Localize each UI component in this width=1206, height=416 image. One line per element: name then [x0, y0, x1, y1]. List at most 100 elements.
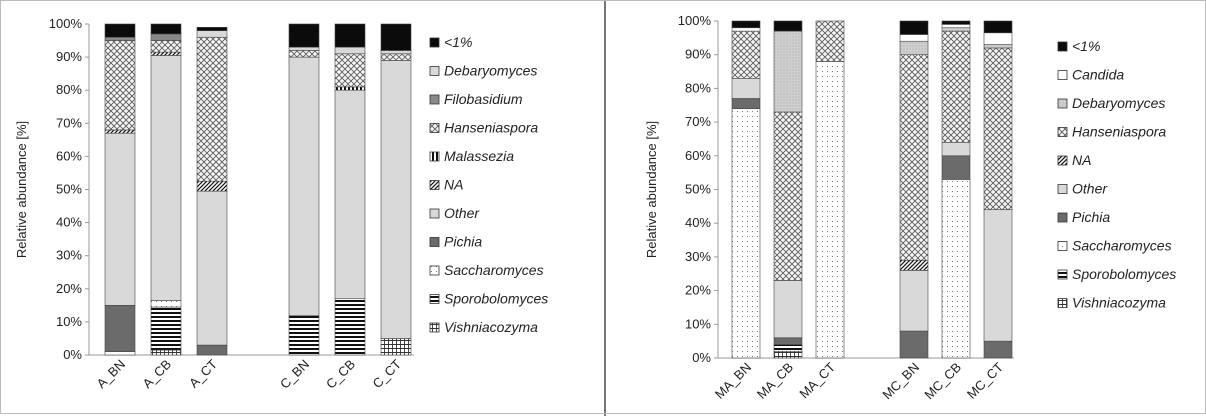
bar-segment-pichia-mc-cb: [941, 155, 971, 180]
y-tick-label: 60%: [685, 148, 711, 163]
legend-swatch-hanseniaspora: [1057, 127, 1068, 137]
y-tick-label: 20%: [56, 281, 82, 296]
bar-segment-na-a-ct: [196, 180, 228, 192]
bar-segment-hanseniaspora-c-ct: [380, 53, 412, 61]
bar-segment-lt1pct-c-bn: [288, 23, 320, 48]
bar-segment-candida-mc-ct: [983, 32, 1013, 45]
y-tick-label: 100%: [678, 13, 712, 28]
bar-segment-vishniacozyma-a-cb: [150, 349, 182, 356]
bar-segment-debaryomyces-c-bn: [288, 46, 320, 51]
bar-segment-pichia-a-ct: [196, 344, 228, 356]
x-tick-label: A_BN: [93, 357, 128, 392]
legend-swatch-lt1pct: [1057, 41, 1068, 52]
legend-swatch-pichia: [1057, 212, 1068, 223]
legend-label-vishniacozyma: Vishniacozyma: [1072, 295, 1166, 311]
bar-segment-lt1pct-a-ct: [196, 27, 228, 31]
bar-segment-other-mc-ct: [983, 209, 1013, 342]
bar-segment-lt1pct-c-cb: [334, 23, 366, 48]
x-tick-label: MA_CB: [754, 360, 796, 402]
x-tick-label: A_CT: [186, 356, 220, 390]
bar-segment-debaryomyces-c-cb: [334, 46, 366, 55]
bar-segment-other-a-bn: [104, 132, 136, 306]
bar-segment-hanseniaspora-mc-ct: [983, 47, 1013, 211]
bar-segment-hanseniaspora-ma-bn: [731, 30, 761, 79]
bar-segment-lt1pct-c-ct: [380, 23, 412, 51]
bar-segment-hanseniaspora-a-cb: [150, 40, 182, 53]
legend-swatch-na: [429, 180, 440, 190]
legend-label-pichia: Pichia: [1072, 209, 1110, 225]
y-tick-label: 50%: [685, 182, 711, 197]
bar-segment-lt1pct-mc-bn: [899, 20, 929, 35]
bar-segment-other-mc-cb: [941, 142, 971, 157]
bar-segment-other-mc-bn: [899, 270, 929, 332]
legend-label-vishniacozyma: Vishniacozyma: [444, 319, 538, 335]
right-chart-panel: 0% 10% 20% 30% 40% 50% 60% 70% 80% 90% 100% Relativ…: [606, 0, 1206, 416]
bar-segment-na-a-cb: [150, 51, 182, 56]
legend-swatch-malassezia: [429, 151, 440, 162]
legend-swatch-filobasidium: [429, 94, 440, 105]
legend-swatch-hanseniaspora: [429, 123, 440, 133]
bar-segment-hanseniaspora-a-ct: [196, 36, 228, 182]
x-tick-label: C_BN: [277, 357, 312, 392]
bar-segment-vishniacozyma-c-ct: [380, 338, 412, 356]
y-tick-label: 60%: [56, 148, 82, 163]
left-chart-panel: 0% 10% 20% 30% 40% 50% 60% 70% 80% 90% 100% Relativ…: [14, 16, 548, 392]
legend-label-hanseniaspora: Hanseniaspora: [444, 120, 538, 136]
x-tick-label: A_CB: [139, 357, 174, 392]
legend-swatch-sporobolomyces: [1057, 269, 1068, 280]
bar-segment-lt1pct-mc-ct: [983, 20, 1013, 34]
bar-segment-pichia-a-bn: [104, 305, 136, 352]
bar-segment-hanseniaspora-c-bn: [288, 50, 320, 58]
bar-segment-saccharomyces-ma-bn: [731, 108, 761, 359]
y-tick-label: 10%: [56, 314, 82, 329]
y-tick-label: 10%: [685, 316, 711, 331]
legend-label-lt1pct: <1%: [1072, 38, 1100, 54]
legend-swatch-other: [1057, 184, 1068, 194]
y-tick-label: 40%: [685, 215, 711, 230]
bar-segment-other-a-ct: [196, 190, 228, 346]
panel-divider: [604, 0, 606, 416]
right-stacked-bar-chart: 0% 10% 20% 30% 40% 50% 60% 70% 80% 90% 100% Relativ…: [644, 13, 1176, 403]
bar-segment-lt1pct-a-cb: [150, 23, 182, 35]
bar-segment-other-ma-bn: [731, 77, 761, 99]
x-tick-label: MC_CB: [921, 360, 964, 403]
bar-segment-filobasidium-a-cb: [150, 33, 182, 41]
bar-segment-debaryomyces-mc-bn: [899, 40, 929, 56]
y-axis-label: Relative abundance [%]: [644, 121, 659, 258]
left-stacked-bar-chart: 0% 10% 20% 30% 40% 50% 60% 70% 80% 90% 100% Relativ…: [14, 16, 548, 392]
bar-segment-pichia-ma-bn: [731, 98, 761, 109]
bar-segment-hanseniaspora-a-bn: [104, 40, 136, 131]
bar-segment-filobasidium-a-bn: [104, 36, 136, 41]
bar-segment-sporobolomyces-c-bn: [288, 314, 320, 356]
y-tick-label: 90%: [56, 49, 82, 64]
x-tick-label: MC_CT: [964, 359, 1006, 401]
bar-segment-saccharomyces-mc-cb: [941, 179, 971, 359]
legend-label-debaryomyces: Debaryomyces: [1072, 95, 1165, 111]
bar-segment-sporobolomyces-c-cb: [334, 298, 366, 356]
bar-segment-hanseniaspora-mc-cb: [941, 30, 971, 143]
x-tick-label: C_CB: [323, 357, 358, 392]
bar-segment-malassezia-c-cb: [334, 86, 366, 91]
x-tick-label: MC_BN: [879, 360, 922, 403]
bar-segment-other-c-ct: [380, 60, 412, 339]
bar-segment-debaryomyces-a-ct: [196, 30, 228, 38]
bar-segment-hanseniaspora-ma-cb: [773, 111, 803, 281]
legend-label-candida: Candida: [1072, 67, 1124, 83]
y-tick-label: 70%: [56, 115, 82, 130]
y-tick-label: 0%: [63, 347, 82, 362]
bar-segment-candida-mc-bn: [899, 34, 929, 42]
legend-label-na: NA: [1072, 152, 1091, 168]
bar-segment-lt1pct-mc-cb: [941, 20, 971, 25]
bar-segment-na-a-bn: [104, 129, 136, 134]
y-tick-label: 20%: [685, 283, 711, 298]
bar-segment-sporobolomyces-ma-cb: [773, 344, 803, 352]
legend-swatch-saccharomyces: [1057, 241, 1068, 251]
legend-swatch-sporobolomyces: [429, 294, 440, 304]
bar-segment-vishniacozyma-ma-cb: [773, 350, 803, 359]
legend-swatch-na: [1057, 155, 1068, 166]
bar-segment-lt1pct-ma-bn: [731, 20, 761, 29]
legend-swatch-candida: [1057, 70, 1068, 80]
bar-segment-saccharomyces-a-cb: [150, 300, 182, 308]
legend-label-debaryomyces: Debaryomyces: [444, 63, 537, 79]
x-tick-label: MA_BN: [712, 360, 754, 402]
